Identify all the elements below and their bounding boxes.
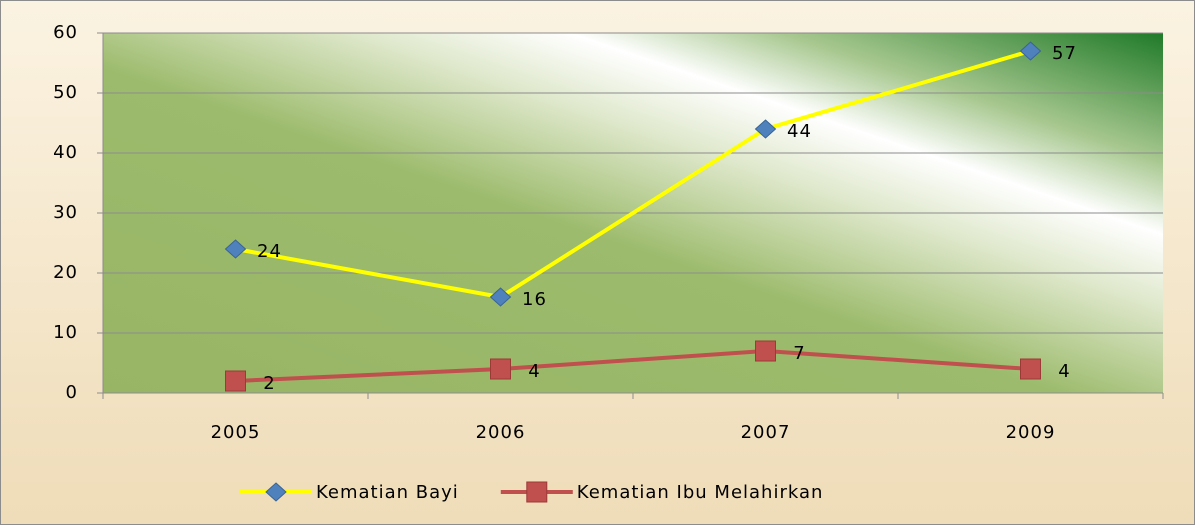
marker: [755, 340, 776, 362]
x-tick-label: 2009: [1006, 422, 1056, 443]
marker: [1019, 41, 1042, 61]
x-tick-label: 2006: [476, 422, 526, 443]
data-label: 7: [793, 343, 805, 364]
y-tick-label: 0: [66, 382, 78, 403]
legend-label: Kematian Bayi: [316, 482, 459, 503]
y-tick-label: 60: [53, 22, 78, 43]
data-label: 4: [1058, 361, 1070, 382]
marker: [1020, 358, 1041, 380]
x-tick-label: 2005: [211, 422, 261, 443]
y-tick-label: 10: [53, 322, 78, 343]
marker: [489, 287, 512, 307]
data-label: 44: [787, 121, 812, 142]
data-label: 2: [263, 373, 275, 394]
y-tick-label: 20: [53, 262, 78, 283]
data-label: 57: [1052, 43, 1077, 64]
y-tick-label: 30: [53, 202, 78, 223]
y-tick-label: 40: [53, 142, 78, 163]
marker: [754, 119, 777, 139]
marker: [225, 370, 246, 392]
legend-label: Kematian Ibu Melahirkan: [577, 482, 824, 503]
data-label: 4: [528, 361, 540, 382]
y-tick-label: 50: [53, 82, 78, 103]
marker: [526, 481, 548, 503]
x-tick-label: 2007: [741, 422, 791, 443]
marker: [265, 482, 287, 502]
series-line: [235, 348, 1031, 383]
data-label: 16: [522, 289, 547, 310]
data-label: 24: [257, 241, 282, 262]
series-line: [235, 49, 1032, 300]
marker: [490, 358, 511, 380]
marker: [224, 239, 247, 259]
